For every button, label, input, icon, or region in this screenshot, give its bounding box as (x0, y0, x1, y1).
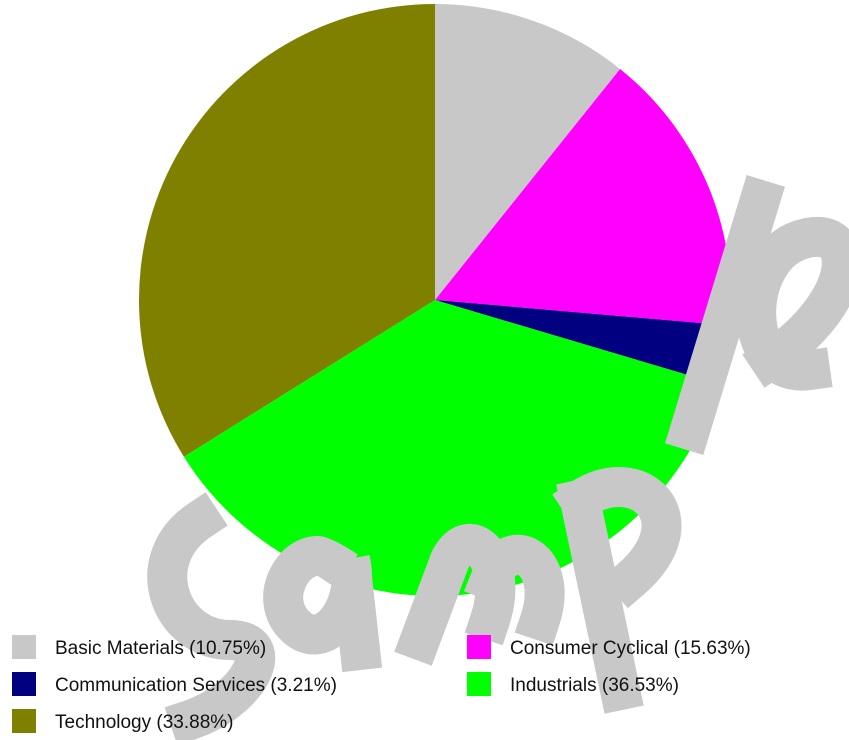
legend-item-basic-materials: Basic Materials (10.75%) (12, 635, 266, 659)
watermark-stroke (147, 492, 276, 740)
legend-item-consumer-cyclical: Consumer Cyclical (15.63%) (467, 635, 751, 659)
watermark-stroke (556, 476, 644, 714)
legend-label: Technology (33.88%) (55, 712, 234, 733)
watermark-stroke (394, 524, 565, 666)
pie-slice-consumer-cyclical (435, 68, 732, 326)
legend-label: Industrials (36.53%) (510, 675, 679, 696)
watermark-stroke (665, 175, 785, 455)
legend-label: Basic Materials (10.75%) (55, 638, 266, 659)
legend-item-industrials: Industrials (36.53%) (467, 672, 679, 696)
legend-label: Consumer Cyclical (15.63%) (510, 638, 751, 659)
legend-swatch (467, 635, 491, 659)
watermark-stroke (552, 467, 682, 609)
legend-swatch (12, 672, 36, 696)
legend-swatch (467, 672, 491, 696)
legend-label: Communication Services (3.21%) (55, 675, 337, 696)
pie-slice-basic-materials (435, 4, 621, 300)
legend-item-communication-services: Communication Services (3.21%) (12, 672, 337, 696)
legend-swatch (12, 635, 36, 659)
chart-legend: Basic Materials (10.75%) Consumer Cyclica… (12, 635, 751, 733)
sample-watermark (147, 175, 849, 740)
watermark-stroke (263, 536, 383, 673)
legend-swatch (12, 709, 36, 733)
legend-item-technology: Technology (33.88%) (12, 709, 234, 733)
watermark-stroke (736, 216, 849, 391)
pie-slice-technology (138, 4, 435, 457)
pie-slice-communication-services (435, 300, 730, 385)
